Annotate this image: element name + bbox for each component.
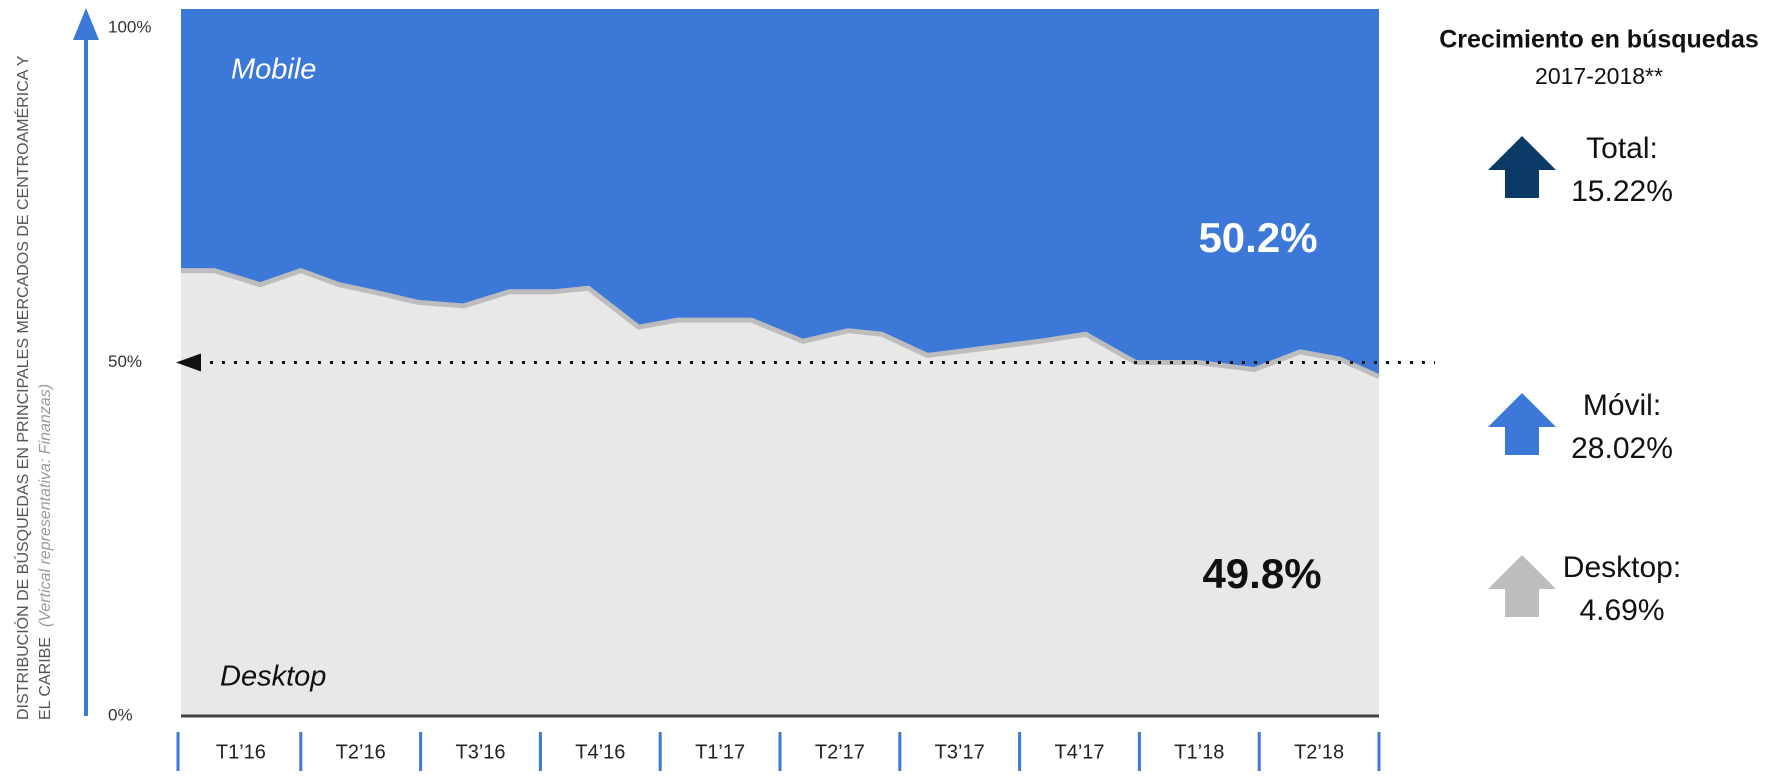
- y-tick-label: 100%: [108, 17, 151, 36]
- growth-value: 4.69%: [1579, 594, 1664, 627]
- growth-arrow: [1488, 555, 1556, 617]
- reference-arrowhead: [176, 353, 201, 372]
- x-tick-label: T3’16: [455, 741, 505, 763]
- y-axis-title: DISTRIBUCIÓN DE BÚSQUEDAS EN PRINCIPALES…: [13, 55, 32, 720]
- series-label: Desktop: [220, 661, 326, 693]
- area: [181, 270, 1379, 716]
- growth-arrow: [1488, 136, 1556, 198]
- growth-label: Móvil:: [1583, 389, 1661, 422]
- growth-value: 28.02%: [1571, 432, 1673, 465]
- x-tick-label: T4’16: [575, 741, 625, 763]
- growth-value: 15.22%: [1571, 175, 1673, 208]
- y-axis-arrowhead: [73, 8, 99, 40]
- y-axis-title-line: EL CARIBE: [37, 637, 54, 720]
- y-axis-title: EL CARIBE (Vertical representativa: Finan…: [37, 384, 54, 720]
- x-tick-label: T3’17: [935, 741, 985, 763]
- area: [181, 9, 1379, 377]
- y-tick-label: 50%: [108, 352, 142, 371]
- y-axis-subtitle: (Vertical representativa: Finanzas): [37, 384, 54, 627]
- boundary-line: [181, 268, 1381, 379]
- x-tick-label: T1’16: [216, 741, 266, 763]
- x-tick-label: T1’17: [695, 741, 745, 763]
- growth-arrow: [1488, 393, 1556, 455]
- panel-subtitle: 2017-2018**: [1535, 63, 1663, 89]
- x-tick-label: T2’16: [336, 741, 386, 763]
- growth-label: Desktop:: [1563, 551, 1681, 584]
- panel-title: Crecimiento en búsquedas: [1439, 26, 1759, 54]
- y-tick-label: 0%: [108, 705, 133, 724]
- growth-label: Total:: [1586, 132, 1658, 165]
- x-tick-label: T2’17: [815, 741, 865, 763]
- series-label: Mobile: [231, 54, 316, 86]
- share-label: 50.2%: [1198, 214, 1317, 261]
- x-tick-label: T2’18: [1294, 741, 1344, 763]
- x-tick-label: T4’17: [1054, 741, 1104, 763]
- share-label: 49.8%: [1202, 550, 1321, 597]
- x-tick-label: T1’18: [1174, 741, 1224, 763]
